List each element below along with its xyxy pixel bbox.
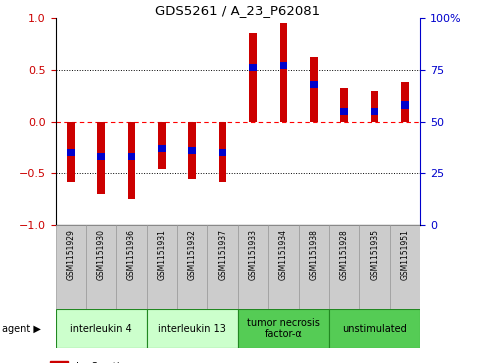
Bar: [147, 225, 177, 309]
Text: unstimulated: unstimulated: [342, 323, 407, 334]
Bar: [371, 108, 378, 115]
Bar: [238, 225, 268, 309]
Text: GSM1151936: GSM1151936: [127, 229, 136, 280]
Bar: [86, 225, 116, 309]
Bar: [219, 122, 227, 182]
Bar: [341, 89, 348, 122]
Bar: [208, 225, 238, 309]
Bar: [268, 225, 298, 309]
Bar: [56, 225, 86, 309]
Text: GSM1151931: GSM1151931: [157, 229, 167, 280]
Bar: [280, 23, 287, 122]
Text: GSM1151935: GSM1151935: [370, 229, 379, 280]
Text: GSM1151932: GSM1151932: [188, 229, 197, 280]
Text: tumor necrosis
factor-α: tumor necrosis factor-α: [247, 318, 320, 339]
Bar: [310, 57, 318, 122]
Title: GDS5261 / A_23_P62081: GDS5261 / A_23_P62081: [156, 4, 320, 17]
Bar: [341, 108, 348, 115]
Text: interleukin 13: interleukin 13: [158, 323, 226, 334]
Bar: [359, 225, 390, 309]
Bar: [249, 33, 257, 122]
Text: GSM1151937: GSM1151937: [218, 229, 227, 280]
Bar: [188, 122, 196, 179]
Bar: [158, 122, 166, 169]
Text: GSM1151951: GSM1151951: [400, 229, 410, 280]
Bar: [280, 62, 287, 69]
Bar: [249, 64, 257, 72]
Bar: [238, 309, 329, 348]
Text: GSM1151934: GSM1151934: [279, 229, 288, 280]
Text: log2 ratio: log2 ratio: [76, 362, 126, 363]
Bar: [98, 122, 105, 194]
Bar: [177, 225, 208, 309]
Text: GSM1151933: GSM1151933: [249, 229, 257, 280]
Bar: [390, 225, 420, 309]
Bar: [310, 81, 318, 88]
Bar: [401, 101, 409, 109]
Bar: [401, 82, 409, 122]
Text: GSM1151930: GSM1151930: [97, 229, 106, 280]
Bar: [67, 149, 74, 156]
Bar: [298, 225, 329, 309]
Bar: [56, 309, 147, 348]
Bar: [329, 309, 420, 348]
Bar: [128, 122, 135, 199]
Bar: [158, 145, 166, 152]
Text: GSM1151938: GSM1151938: [309, 229, 318, 280]
Bar: [67, 122, 74, 182]
Text: interleukin 4: interleukin 4: [70, 323, 132, 334]
Bar: [329, 225, 359, 309]
Text: GSM1151928: GSM1151928: [340, 229, 349, 280]
Bar: [188, 147, 196, 154]
Text: GSM1151929: GSM1151929: [66, 229, 75, 280]
Bar: [50, 361, 69, 363]
Bar: [98, 153, 105, 160]
Bar: [128, 153, 135, 160]
Bar: [219, 149, 227, 156]
Bar: [371, 91, 378, 122]
Bar: [147, 309, 238, 348]
Text: agent ▶: agent ▶: [2, 323, 41, 334]
Bar: [116, 225, 147, 309]
